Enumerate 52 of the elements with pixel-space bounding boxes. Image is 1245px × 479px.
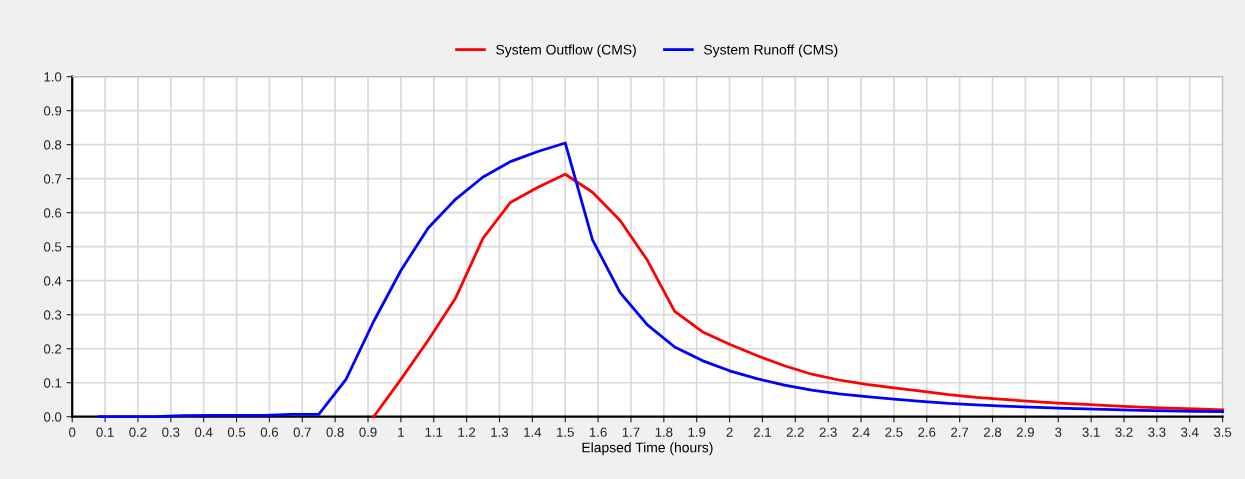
x-tick-label: 3 bbox=[1055, 427, 1062, 437]
y-tick-label: 0.5 bbox=[43, 242, 62, 252]
y-tick-label: 0.7 bbox=[43, 174, 62, 184]
x-tick-label: 1.1 bbox=[425, 427, 443, 437]
y-tick-label: 1.0 bbox=[44, 72, 62, 82]
x-tick-label: 1.6 bbox=[589, 427, 607, 437]
x-tick-label: 0.9 bbox=[359, 427, 377, 437]
y-tick-label: 0.8 bbox=[43, 140, 62, 150]
x-tick-label: 2 bbox=[726, 427, 733, 437]
x-tick-label: 3.4 bbox=[1181, 427, 1199, 437]
x-tick-label: 0.7 bbox=[293, 427, 311, 437]
x-tick-label: 1 bbox=[398, 427, 404, 437]
line-series bbox=[372, 172, 1224, 419]
x-tick-label: 1.4 bbox=[524, 427, 542, 437]
x-tick-label: 0.8 bbox=[326, 427, 344, 437]
x-tick-label: 0.4 bbox=[195, 427, 213, 437]
x-tick-label: 0 bbox=[69, 427, 76, 437]
y-tick-label: 0.9 bbox=[43, 106, 62, 116]
y-tick-label: 0.1 bbox=[43, 378, 62, 388]
x-tick-label: 2.2 bbox=[786, 427, 804, 437]
x-tick-label: 1.2 bbox=[458, 427, 476, 437]
x-tick-label: 2.5 bbox=[885, 427, 903, 437]
legend-label: System Runoff (CMS) bbox=[704, 44, 838, 58]
x-tick-label: 1.7 bbox=[622, 427, 640, 437]
x-tick-label: 2.3 bbox=[819, 427, 837, 437]
x-tick-label: 3.5 bbox=[1213, 427, 1232, 437]
x-tick-label: 3.3 bbox=[1148, 427, 1166, 437]
x-tick-label: 0.5 bbox=[227, 427, 246, 437]
y-tick-label: 0.0 bbox=[43, 412, 62, 422]
x-tick-label: 2.9 bbox=[1016, 427, 1034, 437]
line-series bbox=[98, 141, 1224, 419]
x-tick-label: 1.9 bbox=[688, 427, 706, 437]
x-tick-label: 2.1 bbox=[753, 427, 771, 437]
x-tick-label: 3.1 bbox=[1082, 427, 1100, 437]
y-tick-label: 0.2 bbox=[43, 344, 62, 354]
x-tick-label: 0.6 bbox=[260, 427, 279, 437]
x-tick-label: 3.2 bbox=[1115, 427, 1133, 437]
y-tick-label: 0.3 bbox=[43, 310, 62, 320]
x-tick-label: 1.8 bbox=[655, 427, 673, 437]
x-tick-label: 0.3 bbox=[162, 427, 180, 437]
y-tick-label: 0.6 bbox=[43, 208, 62, 218]
x-tick-label: 0.1 bbox=[96, 427, 114, 437]
x-tick-label: 2.8 bbox=[984, 427, 1002, 437]
x-axis-title: Elapsed Time (hours) bbox=[582, 442, 713, 456]
x-tick-label: 2.7 bbox=[951, 427, 969, 437]
x-tick-label: 1.5 bbox=[557, 427, 574, 437]
x-tick-label: 1.3 bbox=[491, 427, 509, 437]
legend-label: System Outflow (CMS) bbox=[496, 44, 636, 58]
x-tick-label: 2.6 bbox=[918, 427, 936, 437]
x-tick-label: 2.4 bbox=[852, 427, 870, 437]
x-tick-label: 0.2 bbox=[129, 427, 147, 437]
y-tick-label: 0.4 bbox=[43, 276, 62, 286]
